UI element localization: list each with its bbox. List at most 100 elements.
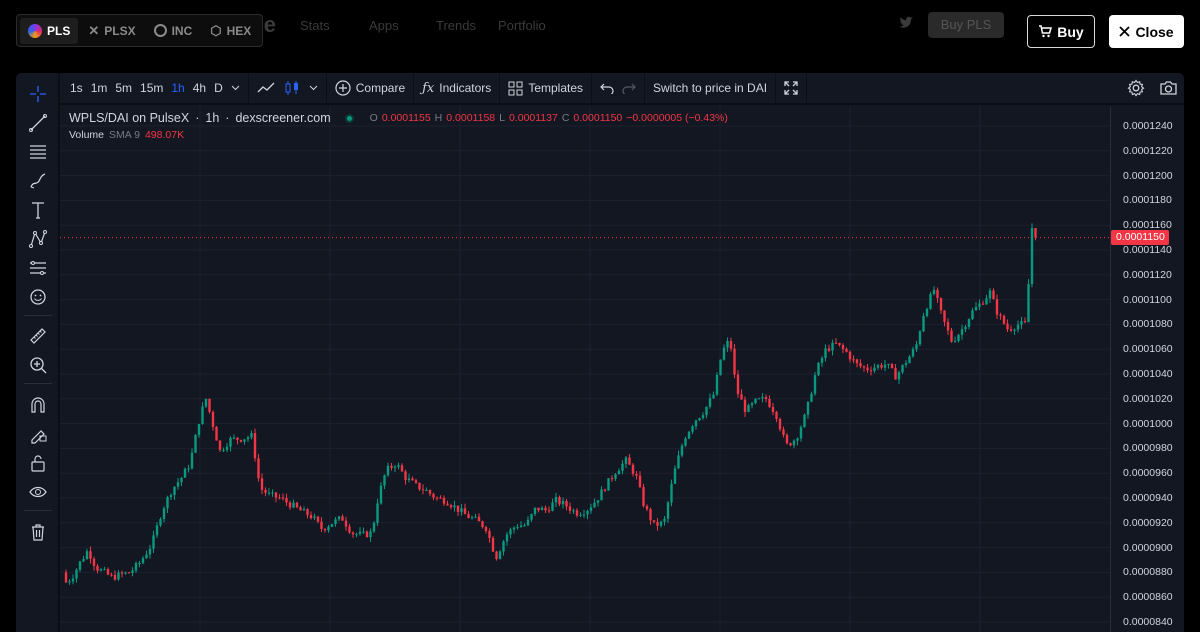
candle-body [782,429,785,435]
candle-body [957,334,960,342]
close-icon [1119,26,1131,37]
candle-body [152,535,155,549]
chain-tab-inc[interactable]: INC [146,18,201,44]
interval-1h[interactable]: 1h [171,81,185,95]
price-axis[interactable]: 0.0001240 0.0001220 0.0001200 0.0001180 0.00… [1110,107,1184,632]
candle-body [838,342,841,345]
toolbar-divider [806,73,808,104]
undo-icon[interactable] [596,73,618,104]
close-price-label: C [561,112,570,124]
candle-body [589,507,593,511]
interval-d[interactable]: D [214,81,223,95]
candle-body [229,437,232,447]
indicators-button[interactable]: ƒx Indicators [418,73,495,104]
eye-icon[interactable] [26,480,50,504]
line-chart-icon[interactable] [253,73,279,104]
ruler-icon[interactable] [26,324,50,348]
candle-body [162,508,166,519]
interval-15m[interactable]: 15m [140,81,164,95]
candle-body [873,367,876,371]
candle-body [614,474,617,479]
twitter-icon[interactable] [898,16,914,30]
candle-body [428,490,432,494]
emoji-icon[interactable] [26,285,50,309]
buy-pls-button[interactable]: Buy PLS [928,12,1004,38]
candle-body [645,505,649,510]
candle-body [778,418,782,430]
fullscreen-icon[interactable] [780,73,802,104]
trash-icon[interactable] [26,520,50,544]
redo-icon[interactable] [618,73,640,104]
fx-icon: ƒx [422,80,435,96]
chain-tab-label: PLS [47,23,71,38]
candle-body [477,516,481,522]
interval-4h[interactable]: 4h [192,81,207,95]
candle-body [729,341,733,349]
candle-body [754,398,757,404]
candle-body [421,489,425,491]
pattern-icon[interactable] [26,227,50,251]
brush-icon[interactable] [26,169,50,193]
zoom-in-icon[interactable] [26,353,50,377]
interval-1s[interactable]: 1s [70,81,83,95]
candle-body [341,516,344,521]
chain-tab-label: HEX [226,23,252,38]
text-tool-icon[interactable] [26,198,50,222]
toolbar-divider [499,73,501,104]
candle-body [719,359,722,375]
candlestick-plot[interactable] [60,107,1110,632]
interval-dropdown-icon[interactable] [227,73,244,104]
price-tick-label: 0.0001080 [1123,318,1173,331]
candle-body [582,514,586,516]
candles-icon[interactable] [279,73,305,104]
candle-body [673,468,677,484]
switch-price-dai-button[interactable]: Switch to price in DAI [653,81,768,95]
candle-body [78,561,82,570]
candle-body [1013,329,1016,331]
nav-stats[interactable]: Stats [300,18,330,33]
candle-body [365,531,369,538]
candle-body [526,519,530,526]
lock-icon[interactable] [26,451,50,475]
candle-body [901,364,904,373]
candle-body [411,478,414,481]
chain-tab-pls[interactable]: PLS [20,17,79,44]
candle-body [862,366,866,368]
candle-body [124,572,127,574]
candle-body [75,569,78,579]
nav-trends[interactable]: Trends [436,18,476,33]
candle-body [383,475,386,486]
camera-icon[interactable] [1159,80,1178,99]
candle-body [218,440,222,450]
candle-body [600,489,603,501]
plsx-logo-icon: ✕ [88,22,100,38]
candle-body [1034,227,1037,238]
crosshair-icon[interactable] [26,82,50,106]
interval-1m[interactable]: 1m [90,81,108,95]
compare-button[interactable]: Compare [331,73,409,104]
interval-5m[interactable]: 5m [115,81,133,95]
candle-body [894,367,897,380]
candle-body [232,437,236,439]
forecast-icon[interactable] [26,256,50,280]
chain-tab-plsx[interactable]: ✕ PLSX [80,18,143,44]
chain-tab-hex[interactable]: ⬡ HEX [202,18,259,44]
candle-body [761,397,764,399]
magnet-icon[interactable] [26,393,50,417]
nav-portfolio[interactable]: Portfolio [498,18,546,33]
lock-drawing-icon[interactable] [26,422,50,446]
templates-button[interactable]: Templates [504,73,587,104]
candle-body [281,497,285,499]
buy-button[interactable]: Buy [1027,15,1095,48]
candle-body [792,440,796,446]
trend-line-icon[interactable] [26,111,50,135]
toolbar-divider [325,73,327,104]
nav-apps[interactable]: Apps [369,18,399,33]
chart-type-dropdown-icon[interactable] [305,73,322,104]
candle-body [267,492,271,494]
settings-gear-icon[interactable] [1127,79,1145,100]
fib-retracement-icon[interactable] [26,140,50,164]
candle-body [575,510,579,516]
chain-tab-label: PLSX [104,23,136,38]
close-button[interactable]: Close [1109,15,1184,48]
